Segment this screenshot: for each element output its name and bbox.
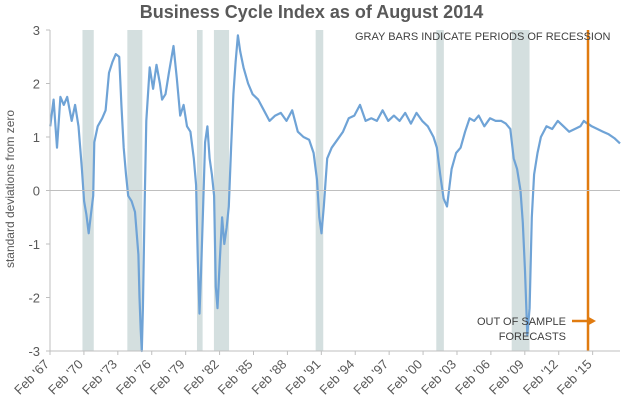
x-tick-label: Feb '15 bbox=[554, 357, 595, 398]
x-tick-label: Feb '70 bbox=[45, 357, 86, 398]
x-tick-label: Feb '97 bbox=[350, 357, 391, 398]
x-tick-label: Feb '94 bbox=[316, 357, 357, 398]
x-tick-label: Feb '85 bbox=[215, 357, 256, 398]
forecast-note-line2: FORECASTS bbox=[499, 331, 566, 343]
x-tick-label: Feb '76 bbox=[113, 357, 154, 398]
x-tick-label: Feb '06 bbox=[452, 357, 493, 398]
recession-note: GRAY BARS INDICATE PERIODS OF RECESSION bbox=[355, 31, 611, 43]
forecast-note-line1: OUT OF SAMPLE bbox=[477, 316, 566, 328]
chart-title: Business Cycle Index as of August 2014 bbox=[139, 2, 484, 22]
y-tick-label: -3 bbox=[28, 344, 40, 359]
series-line-2 bbox=[587, 122, 621, 145]
x-tick-label: Feb '91 bbox=[282, 357, 323, 398]
y-tick-label: -2 bbox=[28, 291, 40, 306]
y-tick-label: 3 bbox=[33, 23, 40, 38]
x-tick-label: Feb '12 bbox=[520, 357, 561, 398]
x-tick-label: Feb '00 bbox=[384, 357, 425, 398]
series-line-1 bbox=[49, 34, 588, 353]
y-tick-label: 0 bbox=[33, 184, 40, 199]
x-tick-label: Feb '79 bbox=[147, 357, 188, 398]
x-tick-label: Feb '88 bbox=[249, 357, 290, 398]
y-tick-label: 1 bbox=[33, 130, 40, 145]
x-tick-label: Feb '67 bbox=[11, 357, 52, 398]
x-tick-label: Feb '09 bbox=[486, 357, 527, 398]
x-tick-label: Feb '82 bbox=[181, 357, 222, 398]
forecast-arrow bbox=[572, 316, 596, 326]
y-tick-label: 2 bbox=[33, 77, 40, 92]
x-tick-label: Feb '03 bbox=[418, 357, 459, 398]
x-tick-label: Feb '73 bbox=[79, 357, 120, 398]
y-tick-label: -1 bbox=[28, 237, 40, 252]
